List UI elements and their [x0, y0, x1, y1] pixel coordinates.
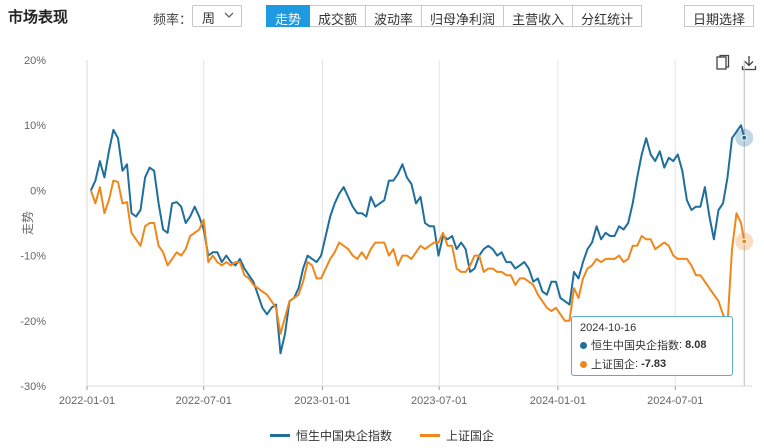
series-line-2	[89, 179, 746, 335]
tooltip-series2-name: 上证国企	[591, 359, 635, 371]
frequency-label: 频率：	[153, 12, 193, 27]
tab-turnover[interactable]: 成交额	[310, 5, 367, 27]
legend-item-series2[interactable]: 上证国企	[420, 427, 494, 444]
tooltip-row-series2: 上证国企: -7.83	[580, 356, 724, 372]
legend-series2-label: 上证国企	[446, 429, 495, 443]
x-tick-label: 2023-01-01	[294, 395, 350, 407]
y-axis-label: 走势	[21, 211, 35, 235]
tab-volatility[interactable]: 波动率	[366, 5, 423, 27]
chart-tabs: 走势 成交额 波动率 归母净利润 主营收入 分红统计	[266, 5, 643, 27]
y-tick-label: -30%	[20, 381, 46, 393]
x-tick-label: 2022-01-01	[59, 395, 115, 407]
tooltip-date: 2024-10-16	[580, 322, 637, 334]
copy-icon[interactable]	[714, 54, 732, 72]
highlight-point-1	[741, 134, 748, 141]
chart-tooltip: 2024-10-16 恒生中国央企指数: 8.08 上证国企: -7.83	[571, 316, 733, 376]
highlight-halo-2	[735, 232, 754, 251]
frequency-value: 周	[202, 11, 216, 26]
y-tick-label: -20%	[20, 316, 46, 328]
tooltip-series1-value: 8.08	[685, 339, 707, 351]
tooltip-row-series1: 恒生中国央企指数: 8.08	[580, 337, 724, 353]
chevron-down-icon	[223, 7, 235, 26]
y-tick-label: 10%	[24, 120, 46, 132]
date-select-button[interactable]: 日期选择	[684, 5, 755, 27]
tooltip-series2-value: -7.83	[641, 358, 667, 370]
tab-net-profit[interactable]: 归母净利润	[422, 5, 505, 27]
highlight-halo-1	[735, 128, 754, 147]
legend-item-series1[interactable]: 恒生中国央企指数	[269, 427, 392, 444]
x-tick-label: 2023-07-01	[411, 395, 467, 407]
x-tick-label: 2024-01-01	[530, 395, 586, 407]
series2-dot-icon	[580, 360, 587, 368]
chart-legend: 恒生中国央企指数 上证国企	[0, 427, 764, 444]
y-tick-label: -10%	[20, 251, 46, 263]
download-icon[interactable]	[740, 54, 758, 72]
x-tick-label: 2024-07-01	[647, 395, 703, 407]
legend-series2-swatch	[420, 434, 440, 437]
legend-series1-swatch	[269, 434, 290, 437]
y-tick-label: 0%	[30, 185, 46, 197]
page-title: 市场表现	[8, 9, 69, 26]
series1-dot-icon	[580, 341, 587, 349]
tab-revenue[interactable]: 主营收入	[504, 5, 574, 27]
y-tick-label: 20%	[24, 55, 46, 67]
highlight-point-2	[741, 238, 748, 245]
x-tick-label: 2022-07-01	[176, 395, 232, 407]
tab-trend[interactable]: 走势	[266, 5, 311, 27]
tooltip-series1-name: 恒生中国央企指数	[591, 340, 679, 352]
frequency-select[interactable]: 周	[192, 5, 242, 27]
tab-dividends[interactable]: 分红统计	[573, 5, 643, 27]
legend-series1-label: 恒生中国央企指数	[295, 429, 392, 443]
